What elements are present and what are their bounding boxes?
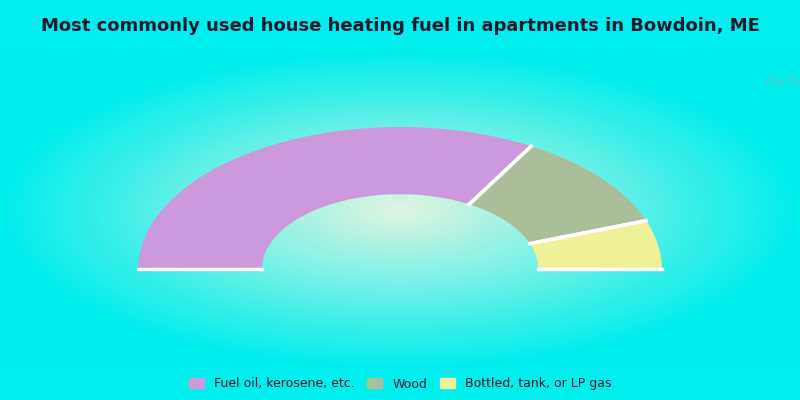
Legend: Fuel oil, kerosene, etc., Wood, Bottled, tank, or LP gas: Fuel oil, kerosene, etc., Wood, Bottled,… [184,372,616,396]
Polygon shape [530,221,662,269]
Text: City-Data.com: City-Data.com [766,77,800,87]
Text: Most commonly used house heating fuel in apartments in Bowdoin, ME: Most commonly used house heating fuel in… [41,17,759,35]
Polygon shape [138,127,531,269]
Polygon shape [470,146,646,244]
